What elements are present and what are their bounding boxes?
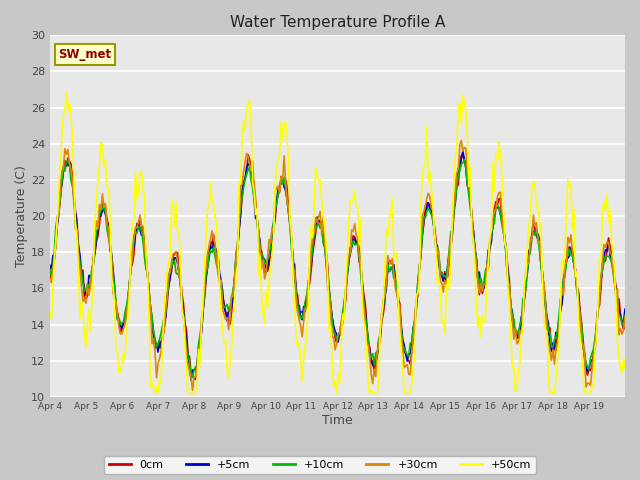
Title: Water Temperature Profile A: Water Temperature Profile A	[230, 15, 445, 30]
Text: SW_met: SW_met	[58, 48, 111, 61]
Y-axis label: Temperature (C): Temperature (C)	[15, 165, 28, 267]
X-axis label: Time: Time	[322, 414, 353, 427]
Legend: 0cm, +5cm, +10cm, +30cm, +50cm: 0cm, +5cm, +10cm, +30cm, +50cm	[104, 456, 536, 474]
